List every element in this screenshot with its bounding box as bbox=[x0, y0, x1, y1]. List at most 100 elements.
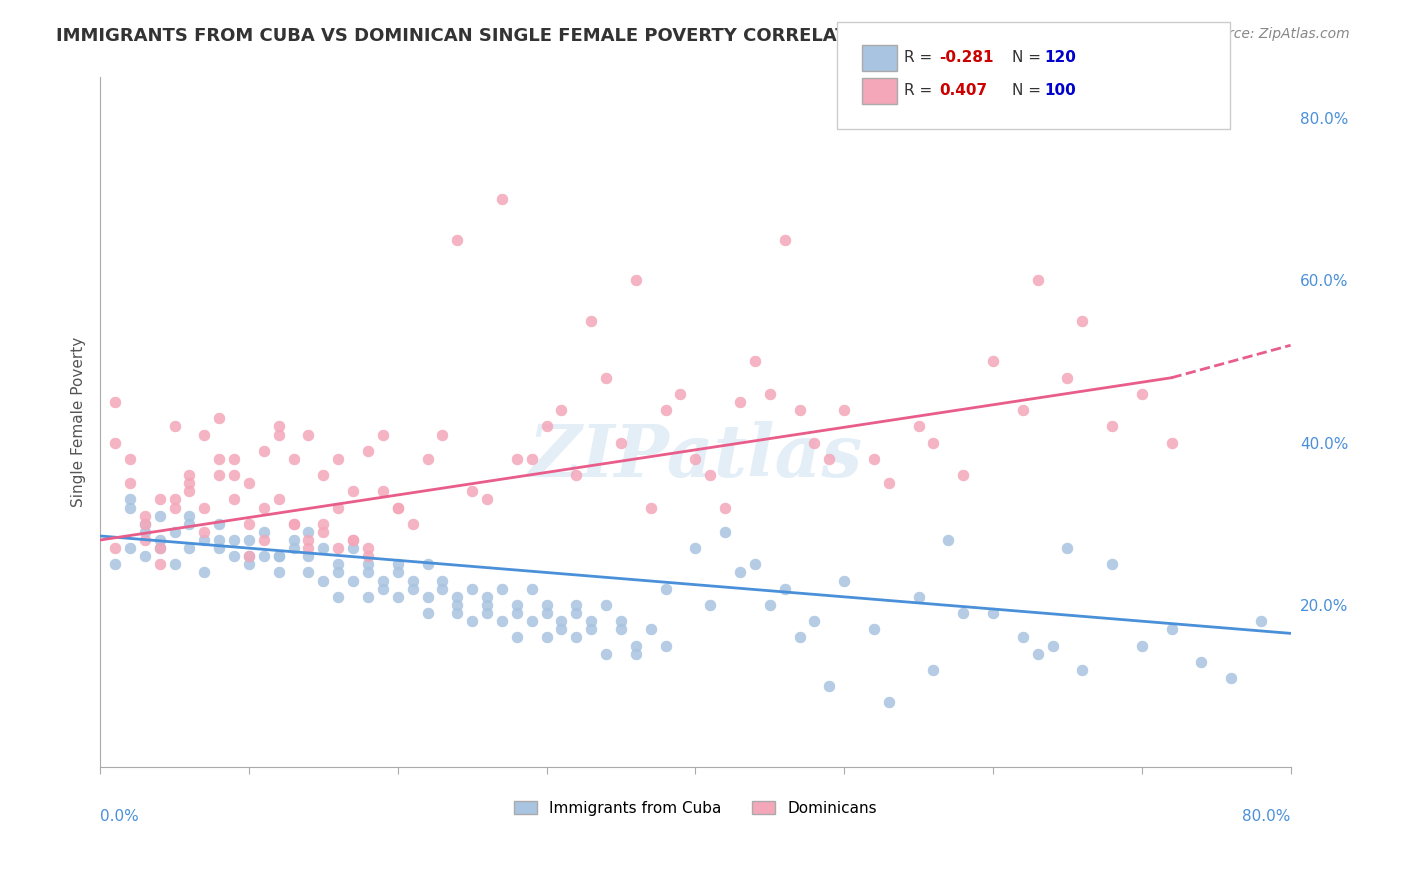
Point bbox=[328, 566, 350, 580]
Point bbox=[520, 614, 543, 628]
Point bbox=[208, 541, 231, 556]
Point bbox=[595, 647, 617, 661]
Point bbox=[104, 558, 127, 572]
Point bbox=[208, 516, 231, 531]
Point bbox=[163, 558, 186, 572]
Point bbox=[208, 533, 231, 547]
Point bbox=[1042, 639, 1064, 653]
Point bbox=[1160, 622, 1182, 636]
Point bbox=[149, 492, 172, 507]
Point bbox=[610, 622, 633, 636]
Point bbox=[579, 314, 602, 328]
Point bbox=[446, 590, 468, 604]
Point bbox=[1101, 558, 1123, 572]
Point bbox=[432, 427, 454, 442]
Point bbox=[179, 476, 201, 491]
Point bbox=[877, 695, 900, 709]
Point bbox=[565, 468, 588, 483]
Point bbox=[371, 484, 394, 499]
Point bbox=[565, 606, 588, 620]
Point bbox=[536, 631, 558, 645]
Point bbox=[149, 533, 172, 547]
Point bbox=[922, 663, 945, 677]
Point bbox=[312, 468, 335, 483]
Point bbox=[475, 492, 498, 507]
Point bbox=[432, 574, 454, 588]
Point bbox=[1026, 273, 1049, 287]
Point bbox=[832, 403, 855, 417]
Point bbox=[163, 492, 186, 507]
Point bbox=[238, 533, 260, 547]
Point bbox=[624, 647, 647, 661]
Point bbox=[1220, 671, 1243, 685]
Point bbox=[416, 451, 439, 466]
Point bbox=[685, 451, 707, 466]
Point bbox=[550, 622, 572, 636]
Point bbox=[699, 468, 721, 483]
Text: 0.0%: 0.0% bbox=[100, 809, 139, 823]
Point bbox=[536, 419, 558, 434]
Point bbox=[446, 598, 468, 612]
Point bbox=[118, 476, 141, 491]
Point bbox=[222, 549, 245, 564]
Point bbox=[357, 541, 380, 556]
Point bbox=[789, 631, 811, 645]
Point bbox=[357, 443, 380, 458]
Point bbox=[283, 533, 305, 547]
Point bbox=[297, 566, 319, 580]
Point bbox=[387, 566, 409, 580]
Text: IMMIGRANTS FROM CUBA VS DOMINICAN SINGLE FEMALE POVERTY CORRELATION CHART: IMMIGRANTS FROM CUBA VS DOMINICAN SINGLE… bbox=[56, 27, 959, 45]
Point bbox=[297, 524, 319, 539]
Point bbox=[134, 516, 156, 531]
Point bbox=[461, 614, 484, 628]
Point bbox=[283, 541, 305, 556]
Point bbox=[342, 533, 364, 547]
Point bbox=[536, 606, 558, 620]
Point bbox=[401, 516, 423, 531]
Point bbox=[1071, 663, 1094, 677]
Point bbox=[104, 435, 127, 450]
Point bbox=[297, 541, 319, 556]
Point bbox=[1011, 403, 1033, 417]
Point bbox=[149, 541, 172, 556]
Point bbox=[401, 582, 423, 596]
Point bbox=[328, 451, 350, 466]
Point bbox=[789, 403, 811, 417]
Point bbox=[863, 451, 886, 466]
Point bbox=[685, 541, 707, 556]
Point bbox=[803, 614, 825, 628]
Point bbox=[312, 524, 335, 539]
Point bbox=[654, 639, 676, 653]
Point bbox=[222, 492, 245, 507]
Point bbox=[283, 451, 305, 466]
Text: 80.0%: 80.0% bbox=[1243, 809, 1291, 823]
Point bbox=[208, 411, 231, 425]
Text: 0.407: 0.407 bbox=[939, 84, 987, 98]
Point bbox=[193, 524, 215, 539]
Point bbox=[728, 566, 751, 580]
Point bbox=[267, 549, 290, 564]
Point bbox=[491, 192, 513, 206]
Point bbox=[193, 566, 215, 580]
Text: R =: R = bbox=[904, 84, 938, 98]
Point bbox=[371, 427, 394, 442]
Point bbox=[179, 468, 201, 483]
Point bbox=[149, 558, 172, 572]
Point bbox=[118, 451, 141, 466]
Point bbox=[1071, 314, 1094, 328]
Point bbox=[1011, 631, 1033, 645]
Point bbox=[773, 582, 796, 596]
Point bbox=[579, 614, 602, 628]
Point bbox=[342, 533, 364, 547]
Point bbox=[907, 590, 929, 604]
Point bbox=[758, 598, 780, 612]
Text: ZIPatlas: ZIPatlas bbox=[529, 421, 862, 492]
Point bbox=[267, 566, 290, 580]
Point bbox=[491, 582, 513, 596]
Point bbox=[208, 451, 231, 466]
Point bbox=[624, 273, 647, 287]
Point bbox=[163, 524, 186, 539]
Point bbox=[387, 558, 409, 572]
Point bbox=[654, 403, 676, 417]
Point bbox=[387, 500, 409, 515]
